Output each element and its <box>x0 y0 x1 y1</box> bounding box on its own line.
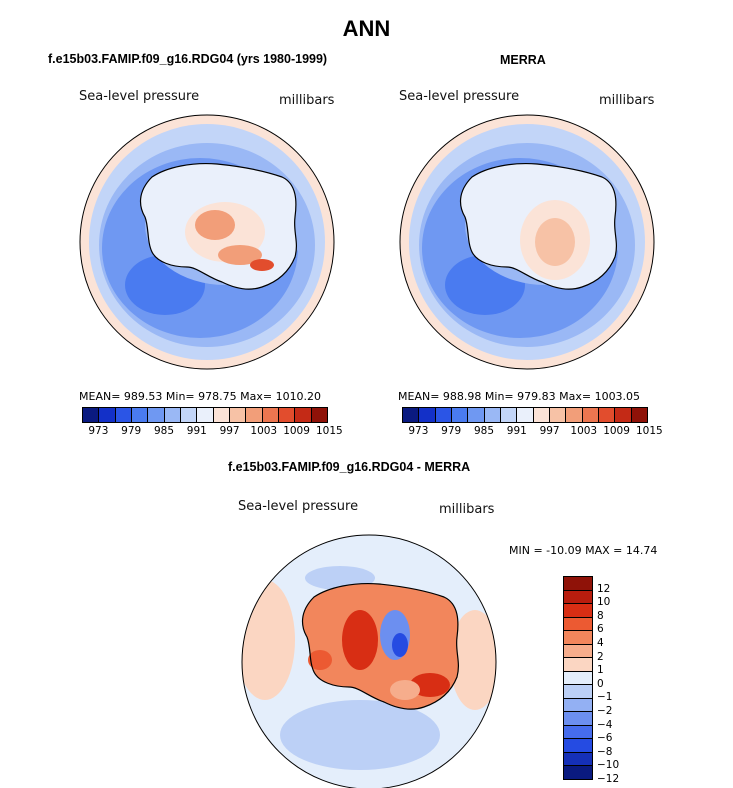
colorbar-swatch <box>564 604 592 618</box>
colorbar-swatch <box>564 590 592 605</box>
colorbar-tick-label: 1 <box>597 664 604 677</box>
colorbar-swatch <box>484 408 501 422</box>
colorbar-swatch <box>500 408 518 422</box>
colorbar-swatch <box>83 408 100 422</box>
colorbar-swatch <box>564 671 592 686</box>
colorbar-tick-label: −1 <box>597 691 613 704</box>
colorbar-tick-label: 985 <box>153 425 175 437</box>
diff-colorbar <box>563 576 593 780</box>
colorbar-swatch <box>278 408 296 422</box>
colorbar-swatch <box>631 408 647 422</box>
model-map-fill <box>80 115 334 369</box>
colorbar-swatch <box>564 739 592 753</box>
colorbar-swatch <box>246 408 263 422</box>
colorbar-swatch <box>115 408 132 422</box>
colorbar-swatch <box>564 617 592 632</box>
colorbar-swatch <box>564 658 592 672</box>
colorbar-swatch <box>99 408 116 422</box>
diff-subtitle: f.e15b03.FAMIP.f09_g16.RDG04 - MERRA <box>228 460 471 474</box>
colorbar-tick-label: 0 <box>597 677 604 690</box>
colorbar-tick-label: 1003 <box>250 425 278 437</box>
colorbar-tick-label: 991 <box>506 425 527 437</box>
colorbar-tick-label: 6 <box>597 623 604 636</box>
colorbar-tick-label: 8 <box>597 609 604 622</box>
colorbar-swatch <box>131 408 149 422</box>
colorbar-tick-label: 10 <box>597 596 611 609</box>
diff-map-fill <box>242 535 496 788</box>
colorbar-swatch <box>564 644 592 659</box>
colorbar-swatch <box>180 408 198 422</box>
colorbar-swatch <box>164 408 181 422</box>
colorbar-tick-label: 1003 <box>570 425 598 437</box>
colorbar-swatch <box>419 408 436 422</box>
colorbar-swatch <box>148 408 165 422</box>
obs-units-label: millibars <box>599 93 655 108</box>
obs-colorbar <box>402 407 648 423</box>
obs-stats: MEAN= 988.98 Min= 979.83 Max= 1003.05 <box>398 390 641 403</box>
colorbar-tick-label: −4 <box>597 718 613 731</box>
diff-units-label: millibars <box>439 502 495 517</box>
colorbar-swatch <box>435 408 452 422</box>
obs-map-fill <box>400 115 654 369</box>
colorbar-swatch <box>295 408 312 422</box>
colorbar-tick-label: 991 <box>186 425 207 437</box>
colorbar-tick-label: 1015 <box>316 425 343 437</box>
colorbar-swatch <box>564 685 592 699</box>
colorbar-tick-label: 2 <box>597 650 604 663</box>
colorbar-swatch <box>533 408 550 422</box>
obs-subtitle: MERRA <box>500 53 546 67</box>
model-colorbar-labels: 973 979 985 991 997 1003 1009 1015 <box>82 425 342 439</box>
colorbar-swatch <box>564 577 592 591</box>
colorbar-tick-label: 997 <box>219 425 240 437</box>
colorbar-swatch <box>564 698 592 713</box>
colorbar-tick-label: 985 <box>473 425 495 437</box>
colorbar-swatch <box>229 408 247 422</box>
colorbar-swatch <box>451 408 469 422</box>
colorbar-tick-label: −6 <box>597 732 613 745</box>
colorbar-tick-label: 973 <box>408 425 429 437</box>
colorbar-swatch <box>564 725 592 740</box>
colorbar-tick-label: 1009 <box>603 425 630 437</box>
colorbar-swatch <box>566 408 583 422</box>
colorbar-tick-label: 1015 <box>636 425 663 437</box>
model-units-label: millibars <box>279 93 335 108</box>
colorbar-swatch <box>598 408 616 422</box>
colorbar-swatch <box>549 408 567 422</box>
colorbar-tick-label: −12 <box>597 773 620 785</box>
page-title: ANN <box>342 16 391 41</box>
model-colorbar <box>82 407 328 423</box>
colorbar-tick-label: 4 <box>597 637 604 649</box>
colorbar-tick-label: 997 <box>539 425 560 437</box>
colorbar-swatch <box>213 408 230 422</box>
colorbar-tick-label: 979 <box>121 425 142 437</box>
obs-colorbar-labels: 973 979 985 991 997 1003 1009 1015 <box>402 425 662 439</box>
colorbar-swatch <box>517 408 534 422</box>
colorbar-swatch <box>564 766 592 779</box>
colorbar-tick-label: 973 <box>88 425 109 437</box>
colorbar-swatch <box>582 408 599 422</box>
colorbar-tick-label: −2 <box>597 705 613 717</box>
diff-variable-label: Sea-level pressure <box>238 499 359 514</box>
model-stats: MEAN= 989.53 Min= 978.75 Max= 1010.20 <box>79 390 322 403</box>
model-subtitle: f.e15b03.FAMIP.f09_g16.RDG04 (yrs 1980-1… <box>48 52 328 66</box>
colorbar-swatch <box>564 712 592 726</box>
colorbar-swatch <box>403 408 420 422</box>
colorbar-tick-label: −10 <box>597 759 620 772</box>
colorbar-tick-label: 1009 <box>283 425 310 437</box>
colorbar-tick-label: 979 <box>441 425 462 437</box>
colorbar-swatch <box>564 631 592 645</box>
colorbar-tick-label: −8 <box>597 745 613 758</box>
colorbar-swatch <box>311 408 327 422</box>
colorbar-swatch <box>197 408 214 422</box>
obs-variable-label: Sea-level pressure <box>399 89 520 104</box>
diff-minmax: MIN = -10.09 MAX = 14.74 <box>509 544 658 557</box>
colorbar-swatch <box>615 408 632 422</box>
colorbar-swatch <box>564 752 592 767</box>
model-variable-label: Sea-level pressure <box>79 89 200 104</box>
colorbar-tick-label: 12 <box>597 582 611 595</box>
colorbar-swatch <box>468 408 485 422</box>
colorbar-swatch <box>262 408 279 422</box>
diff-colorbar-labels: 12 10 8 6 4 2 1 0 −1 −2 −4 −6 −8 −10 −12 <box>597 576 637 785</box>
